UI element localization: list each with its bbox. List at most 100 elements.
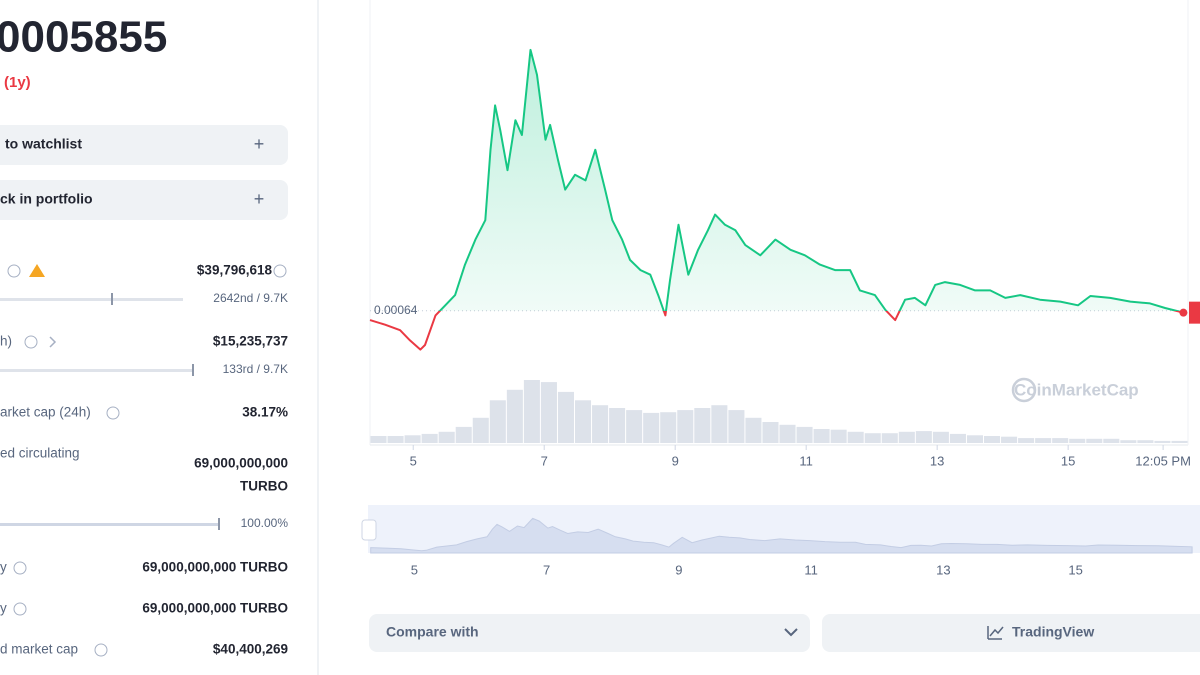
info-icon[interactable] bbox=[106, 406, 120, 420]
volume-bar bbox=[847, 431, 864, 443]
chevron[interactable] bbox=[49, 336, 57, 348]
volume-bar bbox=[1018, 438, 1035, 443]
rank-bar bbox=[0, 298, 183, 301]
volume-bar bbox=[523, 380, 540, 443]
stat-value: 69,000,000,000 bbox=[194, 456, 288, 471]
volume-bar bbox=[626, 410, 643, 443]
rank-bar bbox=[0, 369, 193, 372]
stat-label: d market cap bbox=[0, 642, 78, 657]
volume-bar bbox=[881, 433, 898, 443]
volume-bar bbox=[830, 429, 847, 443]
stat-label: h) bbox=[0, 334, 12, 349]
info-icon[interactable] bbox=[273, 264, 287, 278]
volume-bar bbox=[694, 408, 711, 443]
volume-bar bbox=[455, 426, 472, 443]
volume-bar bbox=[1137, 440, 1154, 443]
volume-bar bbox=[677, 410, 694, 443]
x-tick-label: 7 bbox=[541, 453, 548, 468]
info-icon[interactable] bbox=[13, 561, 27, 575]
volume-bar bbox=[984, 436, 1001, 443]
tradingview-label: TradingView bbox=[1012, 624, 1094, 640]
rank: 2642nd / 9.7K bbox=[213, 291, 288, 305]
volume-bar bbox=[711, 405, 728, 443]
current-dot bbox=[1179, 308, 1188, 317]
market-cap-value: $39,796,618 bbox=[197, 263, 273, 278]
compare-label: Compare with bbox=[386, 624, 479, 640]
x-tick-label: 12:05 PM bbox=[1135, 453, 1191, 468]
volume-bar bbox=[506, 389, 523, 443]
stat-label: y bbox=[0, 560, 7, 575]
volume-bar bbox=[1035, 438, 1052, 443]
warning-icon bbox=[29, 264, 45, 277]
tradingview-button[interactable] bbox=[822, 614, 1200, 652]
baseline-label: 0.00064 bbox=[374, 303, 418, 317]
chevron[interactable] bbox=[784, 628, 798, 637]
watchlist-label: to watchlist bbox=[5, 136, 82, 152]
info-icon[interactable] bbox=[13, 602, 27, 616]
price: 0005855 bbox=[0, 13, 167, 62]
tradingview-icon bbox=[987, 626, 1004, 640]
volume-bar bbox=[1052, 438, 1069, 443]
volume-bar bbox=[1120, 440, 1137, 443]
volume-bar bbox=[540, 382, 557, 443]
x-tick-label: 13 bbox=[930, 453, 944, 468]
stat-value: 38.17% bbox=[242, 405, 288, 420]
info-icon[interactable] bbox=[24, 335, 38, 349]
portfolio-button[interactable] bbox=[0, 180, 288, 220]
plus-icon: + bbox=[254, 134, 265, 154]
stat-unit: TURBO bbox=[240, 479, 288, 494]
volume-bar bbox=[864, 433, 881, 443]
volume-bar bbox=[898, 431, 915, 443]
rank-marker bbox=[111, 293, 113, 305]
volume-bar bbox=[1154, 440, 1171, 443]
volume-bar bbox=[557, 391, 574, 443]
volume-bar bbox=[421, 433, 438, 443]
watermark-logo bbox=[1011, 377, 1037, 403]
volume-bar bbox=[643, 412, 660, 443]
stat-label: ed circulating bbox=[0, 446, 80, 461]
volume-bar bbox=[660, 412, 677, 443]
navigator-handle[interactable] bbox=[361, 519, 377, 541]
navigator-tick-label: 7 bbox=[543, 562, 550, 577]
volume-bar bbox=[728, 410, 745, 443]
rank-marker bbox=[192, 364, 194, 376]
navigator-tick-label: 9 bbox=[675, 562, 682, 577]
plus-icon: + bbox=[254, 189, 265, 209]
watchlist-button[interactable] bbox=[0, 125, 288, 165]
x-tick-label: 15 bbox=[1061, 453, 1075, 468]
volume-bar bbox=[915, 431, 932, 443]
stat-value: 69,000,000,000 TURBO bbox=[142, 601, 288, 616]
compare-button[interactable] bbox=[369, 614, 810, 652]
navigator-tick-label: 5 bbox=[411, 562, 418, 577]
volume-bar bbox=[387, 436, 404, 443]
navigator-area bbox=[370, 517, 1193, 554]
volume-bar bbox=[779, 424, 796, 443]
price-tag bbox=[1189, 301, 1200, 324]
x-tick-label: 5 bbox=[410, 453, 417, 468]
info-icon[interactable] bbox=[94, 643, 108, 657]
navigator-tick-label: 15 bbox=[1068, 562, 1082, 577]
watermark: CoinMarketCap bbox=[1014, 380, 1139, 399]
volume-bar bbox=[438, 431, 455, 443]
stat-label: y bbox=[0, 601, 7, 616]
change-period: (1y) bbox=[4, 74, 31, 91]
navigator-tick-label: 13 bbox=[936, 562, 950, 577]
volume-bar bbox=[932, 431, 949, 443]
x-tick-label: 9 bbox=[672, 453, 679, 468]
volume-bar bbox=[1069, 438, 1086, 443]
stat-value: 69,000,000,000 TURBO bbox=[142, 560, 288, 575]
volume-bar bbox=[745, 417, 762, 443]
navigator-tick-label: 11 bbox=[804, 562, 818, 577]
volume-value: $15,235,737 bbox=[213, 334, 288, 349]
volume-bar bbox=[472, 417, 489, 443]
supply-bar bbox=[0, 523, 220, 526]
chart: 0.00064 5 7 9 11 13 15 5 7 9 11 13 15 12:05 PM bbox=[369, 48, 1200, 577]
x-tick-label: 11 bbox=[799, 453, 813, 468]
volume-bar bbox=[762, 422, 779, 443]
supply-percent: 100.00% bbox=[241, 516, 289, 530]
volume-bar bbox=[966, 435, 983, 443]
stat-label: arket cap (24h) bbox=[0, 405, 91, 420]
volume-bar bbox=[949, 433, 966, 443]
info-icon[interactable] bbox=[7, 264, 21, 278]
volume-bar bbox=[592, 405, 609, 443]
